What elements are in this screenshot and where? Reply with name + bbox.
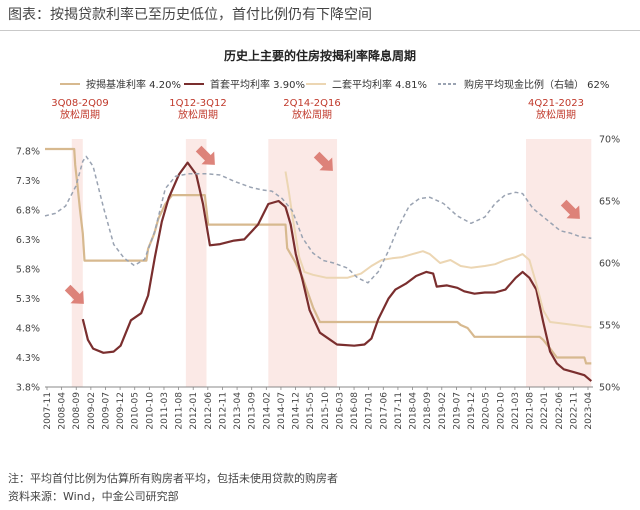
x-tick-label: 2016-03 [335,392,345,430]
x-tick-label: 2016-08 [350,392,360,430]
y-left-tick: 4.3% [16,353,40,364]
series-line-4 [44,155,592,284]
x-tick-label: 2012-06 [204,392,214,430]
x-tick-label: 2012-11 [218,392,228,430]
period-label-1: 3Q08-2Q09 [51,98,109,109]
down-arrow-icon [313,151,333,171]
x-tick-label: 2017-01 [365,392,375,430]
period-sublabel-4: 放松周期 [536,108,576,121]
x-tick-label: 2017-11 [394,392,404,430]
x-tick-label: 2014-02 [262,392,272,430]
x-tick-label: 2015-05 [306,392,316,430]
x-tick-label: 2011-03 [160,392,170,430]
x-tick-label: 2010-10 [145,392,155,430]
y-left-tick: 6.8% [16,205,40,216]
period-sublabel-2: 放松周期 [178,108,218,121]
x-tick-label: 2020-05 [482,392,492,430]
x-tick-label: 2008-09 [72,392,82,430]
period-label-3: 2Q14-2Q16 [283,98,341,109]
series-line-3 [284,171,592,329]
y-right-tick: 60% [599,259,620,270]
x-tick-label: 2019-07 [452,392,462,430]
easing-band-4 [526,139,592,387]
x-tick-label: 2019-02 [438,392,448,430]
x-tick-label: 2008-04 [58,392,68,430]
header-divider [0,30,640,31]
y-left-tick: 6.3% [16,235,40,246]
down-arrow-icon [64,284,84,304]
x-tick-label: 2019-12 [467,392,477,430]
series-line-2 [81,161,593,382]
x-tick-label: 2009-02 [87,392,97,430]
legend-label-4: 购房平均现金比例（右轴） 62% [464,78,609,91]
x-tick-label: 2013-04 [233,392,243,430]
period-label-2: 1Q12-3Q12 [169,98,227,109]
x-tick-label: 2018-04 [409,392,419,430]
legend-label-1: 按揭基准利率 4.20% [86,78,181,91]
legend-label-2: 首套平均利率 3.90% [210,78,305,91]
x-tick-label: 2017-06 [379,392,389,430]
figure-caption: 图表：按揭贷款利率已至历史低位，首付比例仍有下降空间 [8,7,372,23]
period-label-4: 4Q21-2023 [528,98,584,109]
chart-title: 历史上主要的住房按揭利率降息周期 [224,48,416,63]
x-tick-label: 2014-07 [277,392,287,430]
x-tick-label: 2021-03 [511,392,521,430]
down-arrow-icon [560,199,580,219]
period-sublabel-1: 放松周期 [60,108,100,121]
x-tick-label: 2009-07 [101,392,111,430]
x-tick-label: 2022-11 [569,392,579,430]
y-right-tick: 55% [599,321,620,332]
x-tick-label: 2018-09 [423,392,433,430]
footnote: 注：平均首付比例为估算所有购房者平均，包括未使用贷款的购房者 [8,472,338,485]
mortgage-rate-chart: 历史上主要的住房按揭利率降息周期 3.8% 4.3% 4.8% 5.3% 5.8% 6.3… [16,48,620,430]
easing-band-3 [268,139,338,387]
x-tick-label: 2007-11 [43,392,53,430]
x-tick-label: 2021-08 [526,392,536,430]
x-tick-label: 2020-10 [496,392,506,430]
down-arrow-icon [195,145,215,165]
series-line-1 [45,147,592,365]
x-tick-label: 2013-09 [248,392,258,430]
x-tick-label: 2023-04 [584,392,594,430]
y-left-tick: 7.3% [16,176,40,187]
x-tick-label: 2015-10 [321,392,331,430]
y-right-tick: 70% [599,135,620,146]
y-left-tick: 4.8% [16,323,40,334]
y-left-tick: 3.8% [16,383,40,394]
x-tick-label: 2010-05 [131,392,141,430]
source-note: 资料来源：Wind，中金公司研究部 [8,490,179,503]
y-left-tick: 7.8% [16,146,40,157]
x-tick-label: 2011-08 [175,392,185,430]
y-right-tick: 50% [599,383,620,394]
x-tick-label: 2022-06 [555,392,565,430]
x-tick-label: 2012-01 [189,392,199,430]
x-tick-label: 2022-01 [540,392,550,430]
y-left-tick: 5.8% [16,264,40,275]
legend-label-3: 二套平均利率 4.81% [332,78,427,91]
period-sublabel-3: 放松周期 [292,108,332,121]
y-left-tick: 5.3% [16,294,40,305]
x-tick-label: 2009-12 [116,392,126,430]
y-right-tick: 65% [599,197,620,208]
easing-band-1 [71,139,83,387]
x-tick-label: 2014-12 [292,392,302,430]
